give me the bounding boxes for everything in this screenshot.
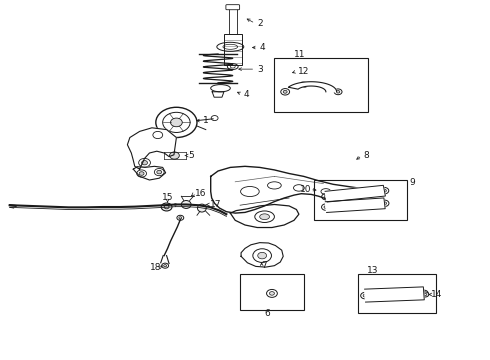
Circle shape bbox=[157, 170, 162, 174]
Circle shape bbox=[139, 172, 144, 175]
Text: 12: 12 bbox=[298, 67, 309, 76]
Text: 8: 8 bbox=[364, 151, 369, 160]
Polygon shape bbox=[325, 185, 386, 202]
Ellipse shape bbox=[270, 292, 274, 295]
Ellipse shape bbox=[181, 201, 191, 208]
Text: 15: 15 bbox=[162, 193, 173, 202]
Circle shape bbox=[170, 152, 179, 159]
Text: 11: 11 bbox=[294, 50, 305, 59]
Bar bbox=[224, 34, 242, 65]
Text: 4: 4 bbox=[260, 43, 265, 52]
Ellipse shape bbox=[300, 82, 308, 87]
Circle shape bbox=[142, 161, 147, 165]
Text: 10: 10 bbox=[300, 184, 311, 194]
Text: 9: 9 bbox=[409, 178, 415, 187]
Ellipse shape bbox=[161, 203, 172, 211]
Ellipse shape bbox=[283, 90, 287, 93]
Circle shape bbox=[171, 118, 182, 127]
Bar bbox=[274, 58, 368, 112]
Bar bbox=[229, 7, 237, 34]
Ellipse shape bbox=[324, 195, 328, 198]
Text: 17: 17 bbox=[210, 200, 221, 209]
Text: 1: 1 bbox=[203, 116, 209, 125]
Ellipse shape bbox=[382, 189, 386, 192]
Text: 13: 13 bbox=[367, 266, 378, 275]
Ellipse shape bbox=[422, 292, 429, 297]
Text: 18: 18 bbox=[150, 263, 162, 271]
Polygon shape bbox=[241, 243, 283, 267]
Ellipse shape bbox=[179, 217, 182, 219]
Polygon shape bbox=[133, 166, 166, 180]
Bar bbox=[358, 274, 436, 313]
Text: 16: 16 bbox=[195, 189, 206, 198]
Text: 2: 2 bbox=[257, 19, 263, 28]
Text: 6: 6 bbox=[264, 309, 270, 318]
Text: 14: 14 bbox=[431, 290, 442, 299]
Ellipse shape bbox=[383, 202, 387, 205]
Polygon shape bbox=[211, 166, 363, 213]
Polygon shape bbox=[127, 128, 176, 169]
Ellipse shape bbox=[363, 294, 367, 297]
Ellipse shape bbox=[197, 204, 206, 212]
Text: 5: 5 bbox=[189, 151, 195, 160]
Ellipse shape bbox=[422, 292, 426, 295]
Polygon shape bbox=[289, 82, 337, 92]
Text: 7: 7 bbox=[262, 261, 268, 270]
Bar bbox=[240, 274, 304, 310]
Polygon shape bbox=[230, 204, 299, 228]
Ellipse shape bbox=[324, 206, 328, 208]
Text: 3: 3 bbox=[257, 65, 263, 74]
Polygon shape bbox=[365, 287, 424, 302]
FancyBboxPatch shape bbox=[226, 5, 240, 10]
Ellipse shape bbox=[258, 252, 267, 259]
Ellipse shape bbox=[164, 265, 167, 267]
Ellipse shape bbox=[260, 214, 270, 220]
Text: 4: 4 bbox=[244, 90, 249, 99]
Bar bbox=[314, 180, 407, 220]
Ellipse shape bbox=[337, 91, 340, 93]
Polygon shape bbox=[325, 198, 385, 212]
